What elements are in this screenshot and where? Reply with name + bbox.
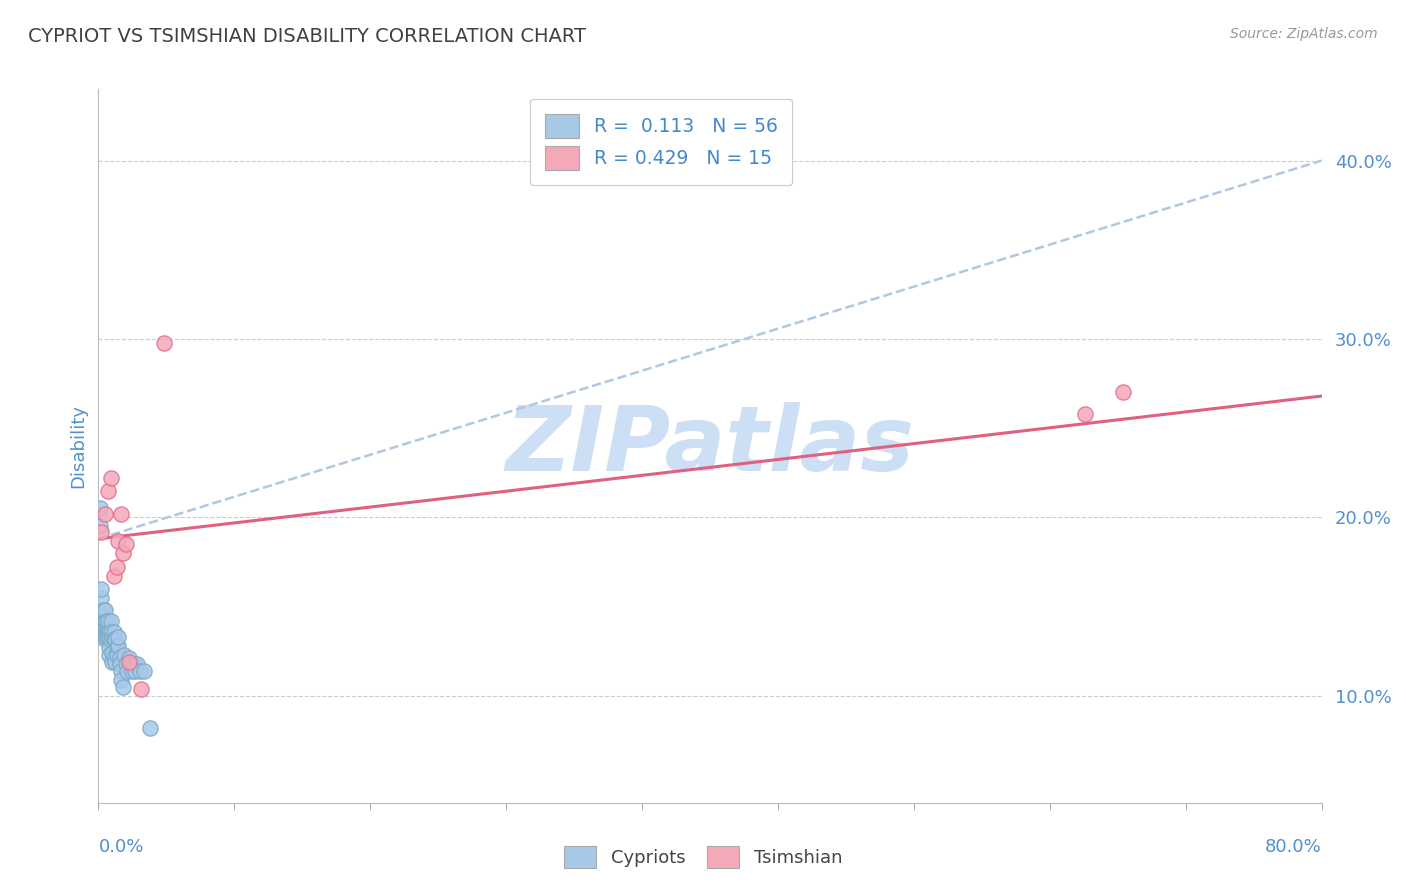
Point	[94, 614, 117, 628]
Point	[97, 630, 120, 644]
Point	[110, 664, 132, 678]
Point	[89, 608, 111, 623]
Point	[153, 335, 176, 350]
Point	[107, 533, 129, 548]
Text: CYPRIOT VS TSIMSHIAN DISABILITY CORRELATION CHART: CYPRIOT VS TSIMSHIAN DISABILITY CORRELAT…	[28, 27, 586, 45]
Point	[110, 507, 132, 521]
Legend: R =  0.113   N = 56, R = 0.429   N = 15: R = 0.113 N = 56, R = 0.429 N = 15	[530, 99, 793, 186]
Point	[100, 633, 122, 648]
Point	[91, 617, 114, 632]
Text: 0.0%: 0.0%	[98, 838, 143, 856]
Point	[1073, 407, 1095, 421]
Point	[100, 471, 122, 485]
Point	[118, 655, 141, 669]
Point	[91, 608, 114, 623]
Point	[89, 519, 111, 533]
Point	[103, 569, 125, 583]
Text: ZIPatlas: ZIPatlas	[506, 402, 914, 490]
Point	[98, 632, 121, 646]
Point	[97, 614, 120, 628]
Point	[105, 648, 128, 662]
Point	[129, 681, 152, 696]
Point	[97, 483, 120, 498]
Point	[104, 655, 127, 669]
Point	[98, 624, 121, 639]
Point	[94, 626, 117, 640]
Point	[98, 640, 121, 655]
Point	[101, 646, 124, 660]
Point	[104, 633, 127, 648]
Point	[90, 591, 112, 605]
Point	[111, 680, 134, 694]
Point	[121, 664, 143, 678]
Point	[108, 657, 131, 671]
Point	[1112, 385, 1135, 400]
Point	[103, 649, 125, 664]
Point	[91, 603, 114, 617]
Point	[90, 582, 112, 596]
Point	[94, 630, 117, 644]
Point	[128, 664, 150, 678]
Point	[103, 624, 125, 639]
Point	[100, 614, 122, 628]
Point	[112, 648, 135, 662]
Point	[107, 639, 129, 653]
Point	[101, 655, 124, 669]
Point	[117, 664, 139, 678]
Point	[107, 630, 129, 644]
Point	[115, 657, 138, 671]
Point	[120, 657, 142, 671]
Point	[91, 621, 114, 635]
Point	[93, 621, 115, 635]
Point	[100, 624, 122, 639]
Point	[105, 560, 128, 574]
Text: 80.0%: 80.0%	[1265, 838, 1322, 856]
Point	[108, 649, 131, 664]
Point	[90, 524, 112, 539]
Point	[103, 632, 125, 646]
Y-axis label: Disability: Disability	[69, 404, 87, 488]
Point	[101, 630, 124, 644]
Point	[124, 664, 146, 678]
Legend: Cypriots, Tsimshian: Cypriots, Tsimshian	[553, 835, 853, 879]
Point	[118, 651, 141, 665]
Point	[134, 664, 156, 678]
Point	[94, 621, 117, 635]
Point	[111, 546, 134, 560]
Point	[122, 657, 145, 671]
Point	[110, 673, 132, 687]
Point	[115, 537, 138, 551]
Point	[93, 614, 115, 628]
Point	[93, 603, 115, 617]
Point	[105, 639, 128, 653]
Point	[139, 721, 162, 735]
Point	[97, 623, 120, 637]
Point	[93, 632, 115, 646]
Point	[98, 648, 121, 662]
Point	[93, 507, 115, 521]
Text: Source: ZipAtlas.com: Source: ZipAtlas.com	[1230, 27, 1378, 41]
Point	[125, 657, 148, 671]
Point	[89, 501, 111, 516]
